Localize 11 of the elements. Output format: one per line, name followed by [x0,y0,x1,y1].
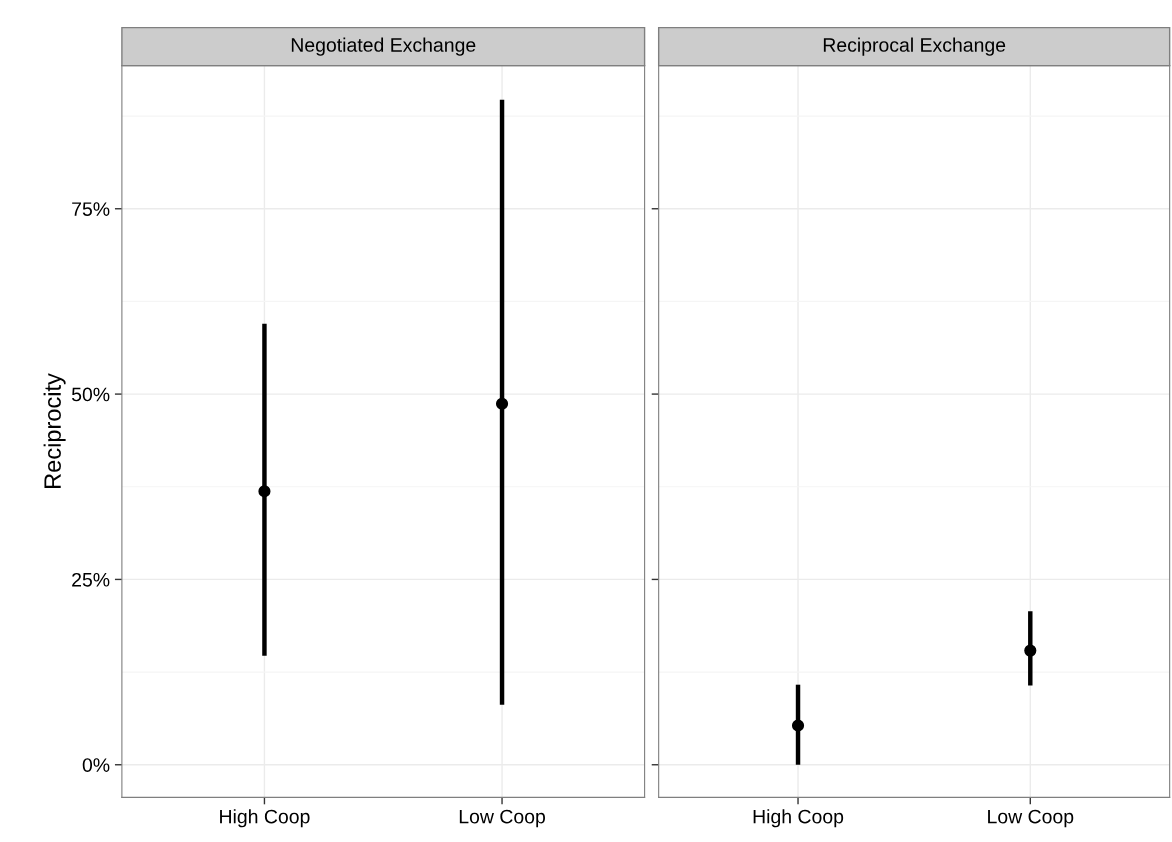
chart-title: Reciprocal Exchange [823,37,1006,56]
chart-title: Negotiated Exchange [291,37,476,56]
y-tick-label: 0% [82,758,110,772]
x-tick-label: High Coop [220,809,310,828]
y-axis-title: Reciprocity [43,373,66,488]
y-tick-label: 25% [72,572,110,587]
x-tick-label: High Coop [753,809,844,828]
x-tick-label: Low Coop [988,809,1074,828]
x-tick-label: Low Coop [459,809,546,828]
y-tick-label: 75% [72,202,110,216]
y-tick-label: 50% [71,387,110,402]
